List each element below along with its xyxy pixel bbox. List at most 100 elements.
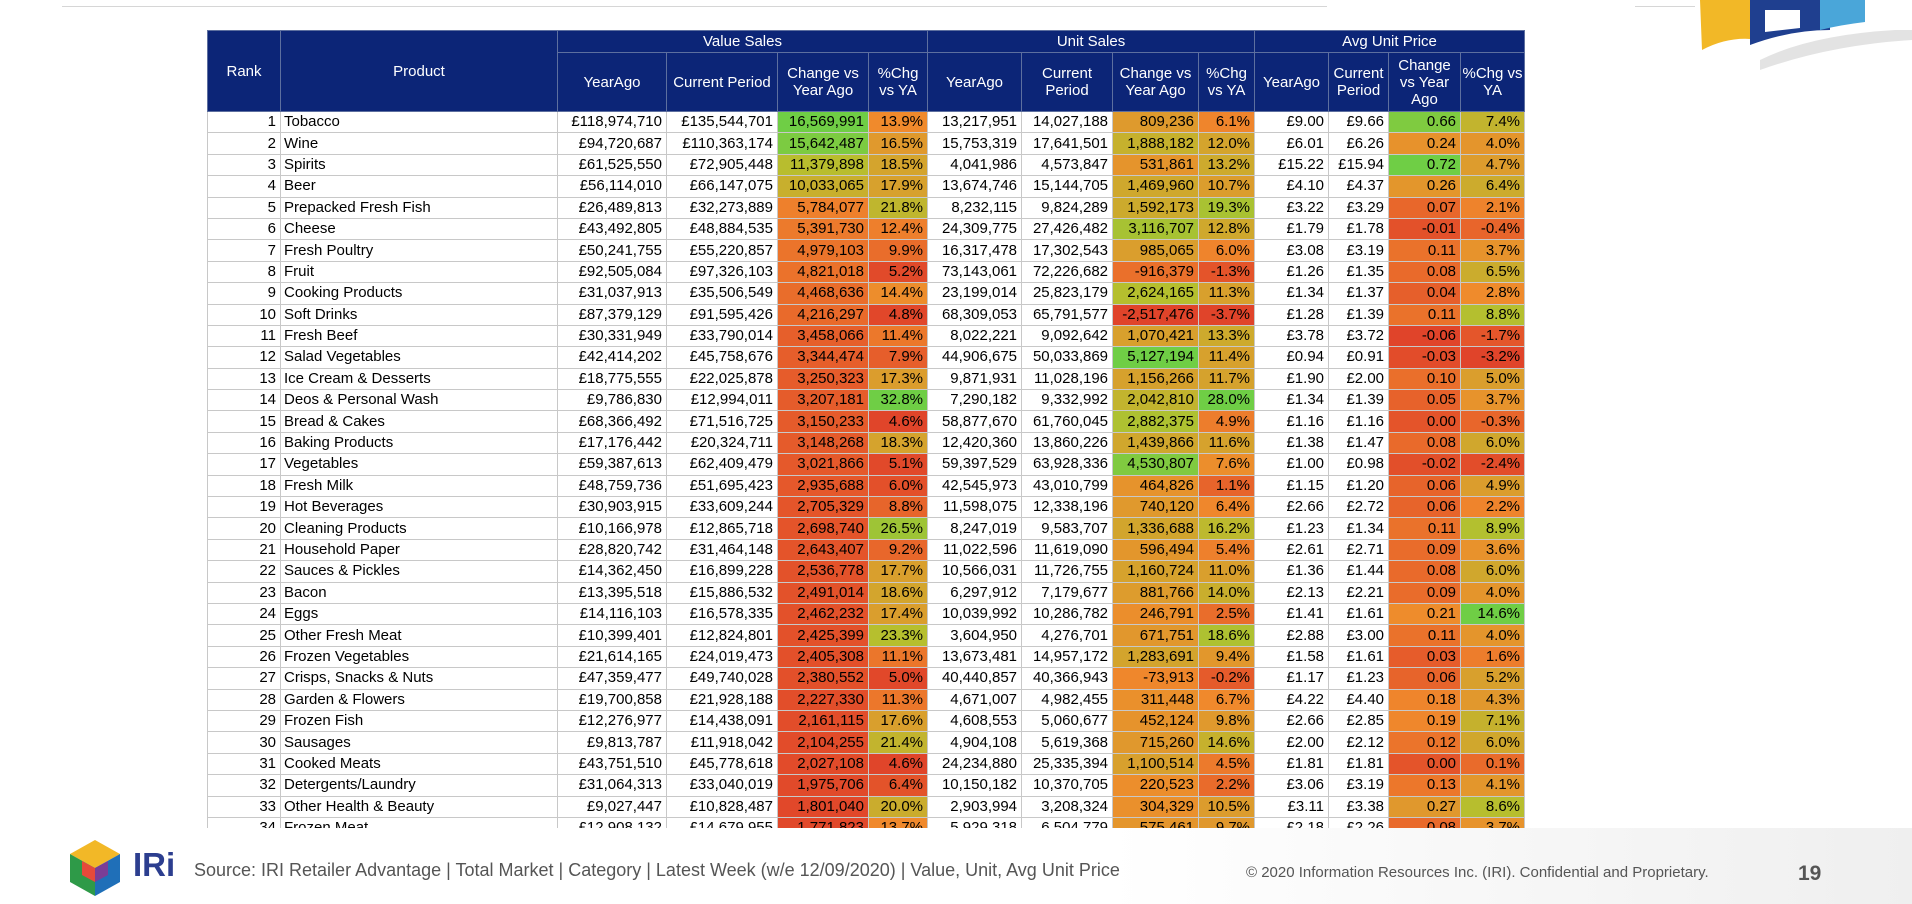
cell-v-cp: £12,865,718 — [666, 517, 778, 540]
cell-u-pct: 28.0% — [1198, 389, 1256, 412]
cell-v-chg: 2,405,308 — [777, 645, 869, 669]
cell-rank: 13 — [207, 367, 281, 391]
table-row: 28 Garden & Flowers £19,700,858 £21,928,188… — [207, 688, 1526, 711]
cell-v-cp: £11,918,042 — [666, 731, 778, 754]
cell-p-cp: £1.61 — [1328, 645, 1390, 669]
cell-v-chg: 1,975,706 — [777, 774, 869, 797]
table-row: 8 Fruit £92,505,084 £97,326,103 4,821,018 5.2… — [207, 260, 1526, 284]
cell-p-chg: 0.00 — [1388, 410, 1462, 433]
cell-u-pct: -1.3% — [1198, 260, 1256, 284]
cell-p-cp: £1.39 — [1328, 389, 1390, 412]
cell-u-cp: 11,726,755 — [1021, 560, 1114, 583]
cell-u-cp: 14,957,172 — [1021, 645, 1114, 669]
cell-u-chg: 464,826 — [1112, 474, 1200, 498]
cell-product: Cooked Meats — [280, 752, 558, 776]
cell-rank: 25 — [207, 624, 281, 647]
cell-p-pct: 4.3% — [1460, 688, 1526, 711]
cell-p-ya: £2.66 — [1254, 709, 1330, 733]
cell-v-cp: £71,516,725 — [666, 410, 778, 433]
source-note: Source: IRI Retailer Advantage | Total M… — [194, 860, 1120, 880]
cell-product: Garden & Flowers — [280, 688, 558, 711]
cell-p-chg: 0.19 — [1388, 709, 1462, 733]
cell-u-pct: -0.2% — [1198, 667, 1256, 690]
footer-band — [0, 828, 1912, 904]
cell-p-cp: £1.61 — [1328, 602, 1390, 626]
cell-v-cp: £62,409,479 — [666, 453, 778, 476]
cell-p-cp: £2.71 — [1328, 538, 1390, 562]
cell-v-pct: 12.4% — [867, 217, 929, 241]
copyright-note: © 2020 Information Resources Inc. (IRI).… — [1246, 864, 1709, 881]
cell-v-ya: £94,720,687 — [557, 132, 667, 155]
cell-p-ya: £1.26 — [1254, 260, 1330, 284]
cell-p-cp: £15.94 — [1328, 153, 1390, 177]
cell-p-ya: £3.11 — [1254, 795, 1330, 818]
table-row: 14 Deos & Personal Wash £9,786,830 £12,994,… — [207, 389, 1526, 412]
cell-u-cp: 61,760,045 — [1021, 410, 1114, 433]
cell-product: Household Paper — [280, 538, 558, 562]
cell-u-ya: 10,566,031 — [927, 560, 1023, 583]
cell-v-cp: £97,326,103 — [666, 260, 778, 284]
cell-rank: 6 — [207, 217, 281, 241]
cell-v-ya: £21,614,165 — [557, 645, 667, 669]
cell-v-pct: 4.6% — [867, 410, 929, 433]
cell-v-chg: 2,104,255 — [777, 731, 869, 754]
cell-p-ya: £4.10 — [1254, 175, 1330, 198]
cell-product: Baking Products — [280, 431, 558, 455]
cell-v-pct: 11.3% — [867, 688, 929, 711]
cell-p-ya: £1.15 — [1254, 474, 1330, 498]
value-current-header: Current Period — [666, 52, 778, 112]
cell-p-cp: £2.12 — [1328, 731, 1390, 754]
cell-v-cp: £10,828,487 — [666, 795, 778, 818]
iri-logo-text: IRi — [133, 846, 176, 883]
cell-v-chg: 3,250,323 — [777, 367, 869, 391]
cell-u-pct: 10.5% — [1198, 795, 1256, 818]
cell-u-pct: 14.0% — [1198, 581, 1256, 604]
cell-u-pct: 7.6% — [1198, 453, 1256, 476]
cell-u-chg: 1,070,421 — [1112, 324, 1200, 348]
cell-v-ya: £118,974,710 — [557, 110, 667, 134]
cell-v-ya: £9,786,830 — [557, 389, 667, 412]
cell-rank: 11 — [207, 324, 281, 348]
page-number: 19 — [1798, 862, 1822, 885]
table-row: 19 Hot Beverages £30,903,915 £33,609,244 2,7… — [207, 496, 1526, 519]
cell-rank: 4 — [207, 175, 281, 198]
cell-u-chg: 531,861 — [1112, 153, 1200, 177]
table-row: 29 Frozen Fish £12,276,977 £14,438,091 2,161… — [207, 709, 1526, 733]
cell-v-cp: £15,886,532 — [666, 581, 778, 604]
cell-p-pct: 2.8% — [1460, 282, 1526, 305]
cell-u-cp: 14,027,188 — [1021, 110, 1114, 134]
cell-p-chg: 0.06 — [1388, 496, 1462, 519]
cell-u-cp: 3,208,324 — [1021, 795, 1114, 818]
cell-u-ya: 24,309,775 — [927, 217, 1023, 241]
cell-u-cp: 11,619,090 — [1021, 538, 1114, 562]
cell-u-cp: 11,028,196 — [1021, 367, 1114, 391]
cell-u-cp: 9,332,992 — [1021, 389, 1114, 412]
cell-u-ya: 42,545,973 — [927, 474, 1023, 498]
cell-p-cp: £3.19 — [1328, 239, 1390, 262]
cell-p-ya: £1.41 — [1254, 602, 1330, 626]
cell-u-ya: 10,150,182 — [927, 774, 1023, 797]
unit-current-header: Current Period — [1021, 52, 1114, 112]
cell-v-ya: £42,414,202 — [557, 346, 667, 369]
cell-v-cp: £20,324,711 — [666, 431, 778, 455]
cell-p-ya: £1.34 — [1254, 282, 1330, 305]
cell-p-ya: £6.01 — [1254, 132, 1330, 155]
cell-u-pct: 6.4% — [1198, 496, 1256, 519]
cell-u-pct: 11.4% — [1198, 346, 1256, 369]
cell-u-chg: 452,124 — [1112, 709, 1200, 733]
cell-p-pct: 4.9% — [1460, 474, 1526, 498]
cell-v-chg: 10,033,065 — [777, 175, 869, 198]
cell-p-cp: £1.35 — [1328, 260, 1390, 284]
cell-rank: 26 — [207, 645, 281, 669]
cell-product: Soft Drinks — [280, 303, 558, 326]
cell-rank: 23 — [207, 581, 281, 604]
cell-p-pct: 6.0% — [1460, 560, 1526, 583]
cell-v-ya: £43,751,510 — [557, 752, 667, 776]
cell-p-cp: £6.26 — [1328, 132, 1390, 155]
cell-u-ya: 3,604,950 — [927, 624, 1023, 647]
cell-p-pct: 8.9% — [1460, 517, 1526, 540]
cell-p-cp: £3.19 — [1328, 774, 1390, 797]
cell-rank: 31 — [207, 752, 281, 776]
cell-v-chg: 15,642,487 — [777, 132, 869, 155]
cell-p-chg: 0.06 — [1388, 474, 1462, 498]
